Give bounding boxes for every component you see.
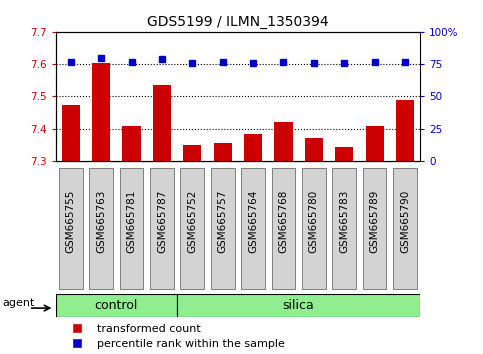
FancyBboxPatch shape [271, 168, 295, 289]
Bar [183, 145, 201, 161]
Title: GDS5199 / ILMN_1350394: GDS5199 / ILMN_1350394 [147, 16, 329, 29]
FancyBboxPatch shape [150, 168, 174, 289]
FancyBboxPatch shape [89, 168, 113, 289]
Text: GSM665781: GSM665781 [127, 190, 137, 253]
Bar [305, 138, 323, 161]
Bar [213, 143, 232, 161]
Text: GSM665780: GSM665780 [309, 190, 319, 253]
FancyBboxPatch shape [59, 168, 83, 289]
Text: agent: agent [3, 298, 35, 308]
FancyBboxPatch shape [241, 168, 265, 289]
Text: GSM665789: GSM665789 [369, 190, 380, 253]
FancyBboxPatch shape [302, 168, 326, 289]
Legend: transformed count, percentile rank within the sample: transformed count, percentile rank withi… [61, 319, 289, 354]
Bar [153, 85, 171, 161]
Text: GSM665763: GSM665763 [96, 190, 106, 253]
Bar [92, 63, 110, 161]
Text: GSM665757: GSM665757 [218, 190, 227, 253]
FancyBboxPatch shape [56, 294, 177, 317]
Text: GSM665787: GSM665787 [157, 190, 167, 253]
Text: silica: silica [283, 299, 314, 312]
Bar [274, 122, 293, 161]
Text: GSM665768: GSM665768 [279, 190, 288, 253]
FancyBboxPatch shape [177, 294, 420, 317]
Bar [396, 100, 414, 161]
FancyBboxPatch shape [120, 168, 143, 289]
Bar [244, 133, 262, 161]
Text: GSM665790: GSM665790 [400, 190, 410, 253]
FancyBboxPatch shape [363, 168, 386, 289]
FancyBboxPatch shape [332, 168, 356, 289]
Bar [122, 126, 141, 161]
Text: control: control [95, 299, 138, 312]
FancyBboxPatch shape [181, 168, 204, 289]
Bar [335, 147, 354, 161]
FancyBboxPatch shape [393, 168, 417, 289]
Text: GSM665783: GSM665783 [339, 190, 349, 253]
Bar [62, 104, 80, 161]
Text: GSM665764: GSM665764 [248, 190, 258, 253]
FancyBboxPatch shape [211, 168, 235, 289]
Text: GSM665755: GSM665755 [66, 190, 76, 253]
Text: GSM665752: GSM665752 [187, 190, 197, 253]
Bar [366, 126, 384, 161]
